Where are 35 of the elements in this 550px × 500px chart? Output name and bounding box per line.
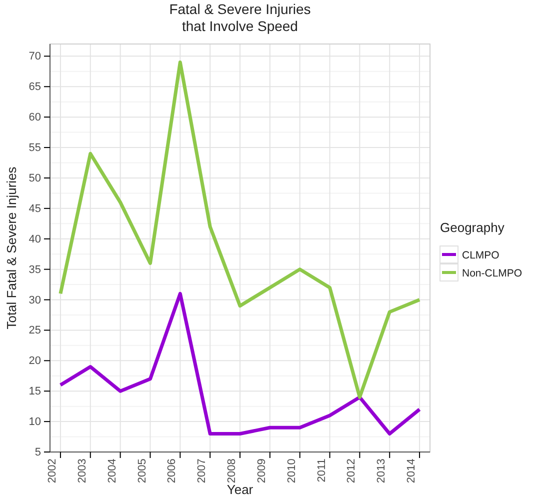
x-tick-label: 2010 — [286, 458, 298, 484]
x-tick-label: 2011 — [316, 458, 328, 482]
x-tick-label: 2003 — [76, 458, 88, 484]
y-axis-title: Total Fatal & Severe Injuries — [4, 166, 19, 330]
chart-title: Fatal & Severe Injuries that Involve Speed — [169, 1, 311, 34]
y-tick-label: 35 — [28, 264, 41, 276]
line-series — [58, 60, 422, 399]
y-tick-label: 60 — [28, 112, 41, 124]
x-tick-label: 2012 — [346, 458, 358, 484]
x-tick-label: 2009 — [256, 458, 268, 484]
legend-label: CLMPO — [462, 250, 500, 262]
y-tick-label: 10 — [28, 416, 41, 428]
y-tick-label: 45 — [28, 202, 41, 215]
y-tick-label: 30 — [28, 294, 41, 306]
x-tick-label: 2013 — [376, 458, 388, 484]
y-tick-label: 40 — [28, 233, 41, 246]
x-tick-label: 2006 — [166, 458, 178, 484]
y-tick-label: 5 — [34, 446, 41, 459]
x-tick-label: 2005 — [136, 458, 148, 484]
x-tick-label: 2004 — [106, 458, 118, 484]
x-tick-label: 2008 — [226, 458, 238, 484]
x-tick-label: 2007 — [196, 458, 208, 484]
x-tick-label: 2002 — [46, 458, 59, 484]
y-tick-label: 15 — [28, 386, 41, 398]
y-tick-label: 50 — [28, 172, 41, 184]
legend-label: Non-CLMPO — [462, 268, 522, 280]
y-tick-label: 20 — [28, 355, 41, 368]
y-tick-label: 55 — [28, 142, 41, 154]
y-tick-label: 25 — [28, 324, 41, 337]
y-tick-label: 70 — [28, 50, 41, 63]
line-series — [58, 292, 422, 436]
y-tick-label: 65 — [28, 81, 41, 94]
x-tick-label: 2014 — [406, 458, 418, 484]
x-axis-title: Year — [226, 482, 254, 497]
legend-title: Geography — [440, 220, 505, 235]
